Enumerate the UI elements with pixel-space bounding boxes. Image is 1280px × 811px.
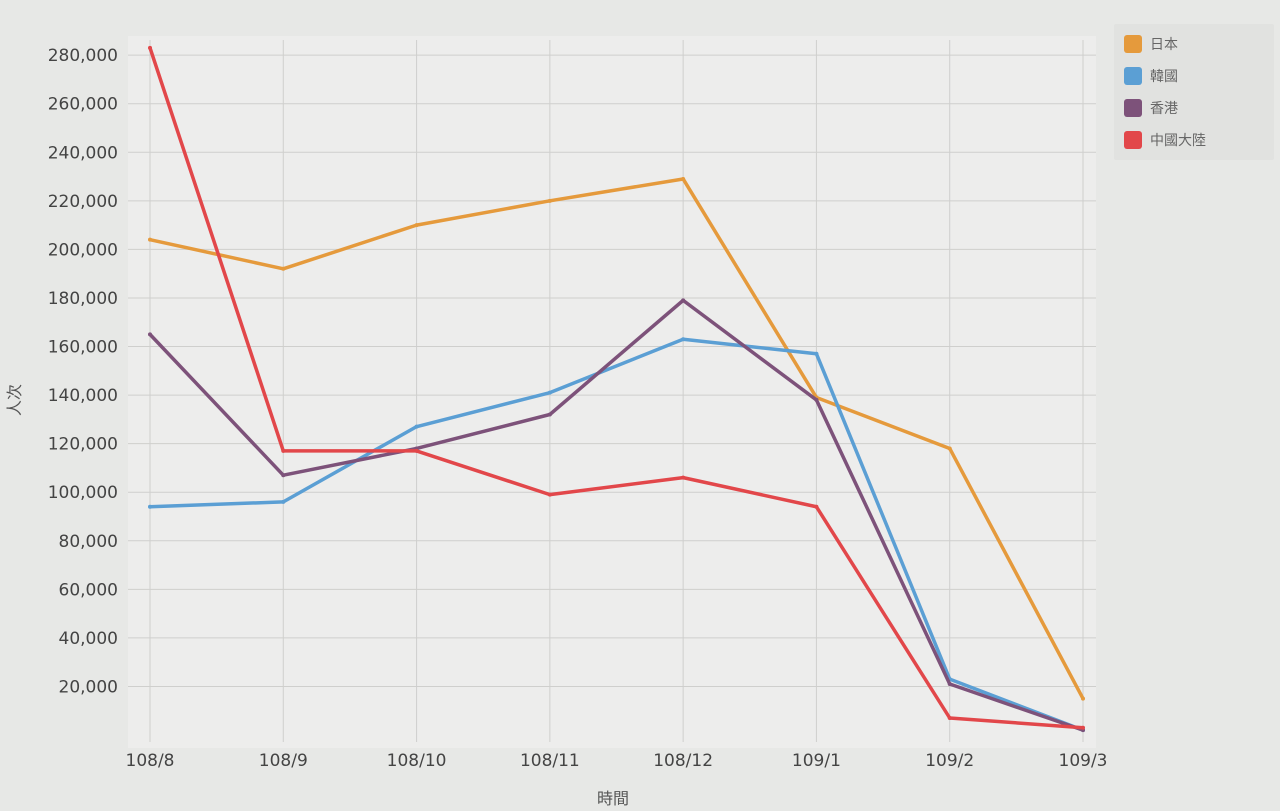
data-point-korea	[814, 351, 819, 356]
data-point-china	[281, 448, 286, 453]
y-tick-label: 120,000	[48, 435, 118, 455]
data-point-china	[681, 475, 686, 480]
data-point-japan	[414, 223, 419, 228]
legend-item-korea[interactable]: 韓國	[1124, 66, 1178, 86]
legend-swatch-china	[1124, 131, 1142, 149]
data-point-korea	[148, 504, 152, 509]
y-tick-label: 80,000	[59, 532, 118, 552]
legend-label-korea: 韓國	[1150, 69, 1178, 85]
data-point-japan	[681, 176, 686, 181]
legend-item-china[interactable]: 中國大陸	[1124, 130, 1206, 150]
legend-item-hongkong[interactable]: 香港	[1124, 98, 1178, 118]
legend-swatch-korea	[1124, 67, 1142, 85]
y-tick-label: 220,000	[48, 192, 118, 212]
legend-item-japan[interactable]: 日本	[1124, 34, 1178, 54]
y-tick-label: 160,000	[48, 338, 118, 358]
data-point-hongkong	[547, 412, 552, 417]
plot-background	[128, 36, 1096, 748]
data-point-japan	[148, 237, 152, 242]
y-axis-title: 人次	[5, 384, 24, 416]
y-tick-label: 180,000	[48, 289, 118, 309]
data-point-korea	[281, 499, 286, 504]
series-line-china	[148, 46, 1085, 730]
x-axis-title: 時間	[597, 789, 629, 808]
x-tick-label: 108/11	[520, 751, 580, 771]
legend-swatch-hongkong	[1124, 99, 1142, 117]
x-tick-label: 109/3	[1059, 751, 1108, 771]
data-point-china	[1081, 725, 1085, 730]
legend: 日本 韓國 香港 中國大陸	[1114, 24, 1274, 160]
legend-label-hongkong: 香港	[1150, 101, 1178, 117]
data-point-korea	[547, 390, 552, 395]
y-tick-label: 260,000	[48, 95, 118, 115]
x-tick-label: 108/8	[126, 751, 175, 771]
data-point-korea	[414, 424, 419, 429]
x-tick-label: 109/1	[792, 751, 841, 771]
y-tick-label: 200,000	[48, 240, 118, 260]
data-point-hongkong	[814, 397, 819, 402]
y-tick-label: 140,000	[48, 386, 118, 406]
data-point-japan	[281, 266, 286, 271]
y-tick-label: 60,000	[59, 580, 118, 600]
data-point-korea	[681, 337, 686, 342]
legend-label-china: 中國大陸	[1150, 133, 1206, 149]
data-point-china	[414, 448, 419, 453]
y-tick-label: 280,000	[48, 46, 118, 66]
data-point-japan	[947, 446, 952, 451]
y-tick-label: 100,000	[48, 483, 118, 503]
x-tick-label: 108/10	[387, 751, 447, 771]
data-point-hongkong	[281, 473, 286, 478]
y-tick-label: 20,000	[59, 677, 118, 697]
x-tick-label: 108/12	[653, 751, 713, 771]
data-point-china	[814, 504, 819, 509]
legend-label-japan: 日本	[1150, 37, 1178, 53]
data-point-china	[148, 45, 152, 50]
data-point-japan	[1081, 696, 1085, 701]
data-point-hongkong	[148, 332, 152, 337]
data-point-hongkong	[681, 298, 686, 303]
legend-swatch-japan	[1124, 35, 1142, 53]
x-tick-label: 109/2	[925, 751, 974, 771]
data-point-china	[547, 492, 552, 497]
series-line-korea	[148, 337, 1085, 732]
series-line-hongkong	[148, 298, 1085, 732]
y-tick-label: 240,000	[48, 143, 118, 163]
data-point-japan	[547, 198, 552, 203]
series-line-japan	[148, 177, 1085, 701]
data-point-hongkong	[947, 682, 952, 687]
x-tick-label: 108/9	[259, 751, 308, 771]
y-tick-label: 40,000	[59, 629, 118, 649]
data-point-china	[947, 716, 952, 721]
